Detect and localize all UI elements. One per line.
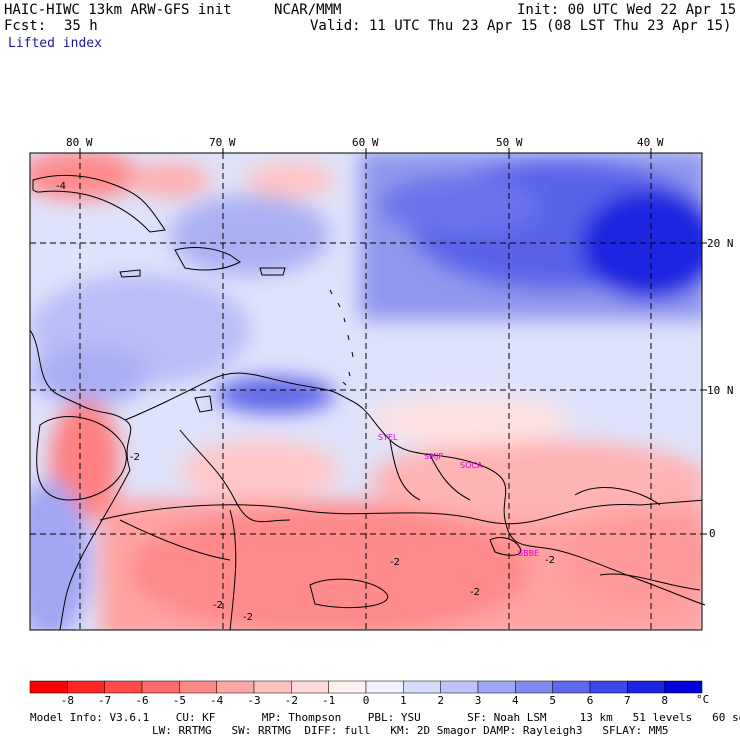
colorbar-tick-label: 4	[512, 694, 519, 707]
lon-label-60w: 60 W	[352, 136, 379, 149]
organization: NCAR/MMM	[274, 2, 342, 18]
colorbar-swatch	[552, 680, 591, 694]
init-time: Init: 00 UTC Wed 22 Apr 15	[517, 2, 737, 18]
model-info-line2: LW: RRTMG SW: RRTMG DIFF: full KM: 2D Sm…	[152, 724, 669, 737]
colorbar-tick-label: 1	[400, 694, 407, 707]
contour-label: -4	[56, 181, 66, 192]
colorbar-tick-label: 0	[362, 694, 370, 707]
colorbar-unit: °C	[696, 693, 710, 706]
colorbar-swatch	[440, 680, 479, 694]
colorbar-tick-label: -6	[135, 694, 149, 707]
colorbar-swatch	[477, 680, 516, 694]
lon-label-70w: 70 W	[209, 136, 236, 149]
colorbar-swatch	[67, 680, 105, 694]
lon-label-80w: 80 W	[66, 136, 93, 149]
colorbar-tick-label: 7	[624, 694, 631, 707]
station-label: SOCA	[460, 461, 483, 470]
colorbar-swatch	[627, 680, 665, 694]
colorbar-tick-label: 5	[549, 694, 556, 707]
lat-label-eq: 0	[709, 527, 716, 540]
graticule	[30, 153, 702, 630]
contour-label: -2	[390, 557, 400, 568]
colorbar-tick-label: 2	[437, 694, 444, 707]
colorbar-swatch	[589, 680, 628, 694]
contour-label: -2	[130, 452, 140, 463]
lon-label-50w: 50 W	[496, 136, 523, 149]
colorbar-tick-label: -7	[98, 694, 112, 707]
field-name: Lifted index	[8, 36, 102, 51]
colorbar-swatch	[104, 680, 143, 694]
forecast-hours: 35 h	[64, 18, 98, 34]
valid-time: Valid: 11 UTC Thu 23 Apr 15 (08 LST Thu …	[310, 18, 732, 34]
colorbar-swatch	[141, 680, 180, 694]
colorbar-swatch	[291, 680, 329, 694]
model-info-line1: Model Info: V3.6.1 CU: KF MP: Thompson P…	[30, 711, 740, 724]
colorbar-swatch	[664, 680, 703, 694]
forecast-label: Fcst:	[4, 18, 47, 34]
colorbar-tick-label: 8	[661, 694, 668, 707]
colorbar-swatch	[328, 680, 367, 694]
colorbar-tick-label: -1	[322, 694, 336, 707]
lat-label-20n: 20 N	[707, 237, 734, 250]
station-label: SYEL	[378, 433, 398, 442]
colorbar-tick-label: -2	[284, 694, 298, 707]
colorbar-swatch	[253, 680, 292, 694]
lat-label-10n: 10 N	[707, 384, 734, 397]
contour-label: -2	[470, 587, 480, 598]
colorbar-swatch	[515, 680, 553, 694]
station-label: SBBE	[518, 549, 539, 558]
colorbar-tick-label: 3	[474, 694, 482, 707]
colorbar-swatch	[29, 680, 68, 694]
colorbar-swatch	[365, 680, 404, 694]
contour-lines	[36, 416, 702, 609]
colorbar-tick-label: -3	[247, 694, 261, 707]
colorbar	[29, 680, 703, 694]
contour-label: -2	[545, 555, 555, 566]
frame-ticks	[79, 148, 707, 535]
colorbar-swatch	[216, 680, 255, 694]
colorbar-tick-label: -4	[210, 694, 224, 707]
model-title: HAIC-HIWC 13km ARW-GFS init	[4, 2, 232, 18]
colorbar-tick-label: -8	[60, 694, 74, 707]
colorbar-swatch	[179, 680, 217, 694]
colorbar-swatch	[403, 680, 441, 694]
colorbar-tick-label: -5	[172, 694, 186, 707]
station-label: SMJP	[424, 452, 443, 461]
contour-label: -2	[243, 612, 253, 623]
colorbar-tick-label: 6	[586, 694, 594, 707]
lon-label-40w: 40 W	[637, 136, 664, 149]
contour-label: -2	[213, 600, 223, 611]
